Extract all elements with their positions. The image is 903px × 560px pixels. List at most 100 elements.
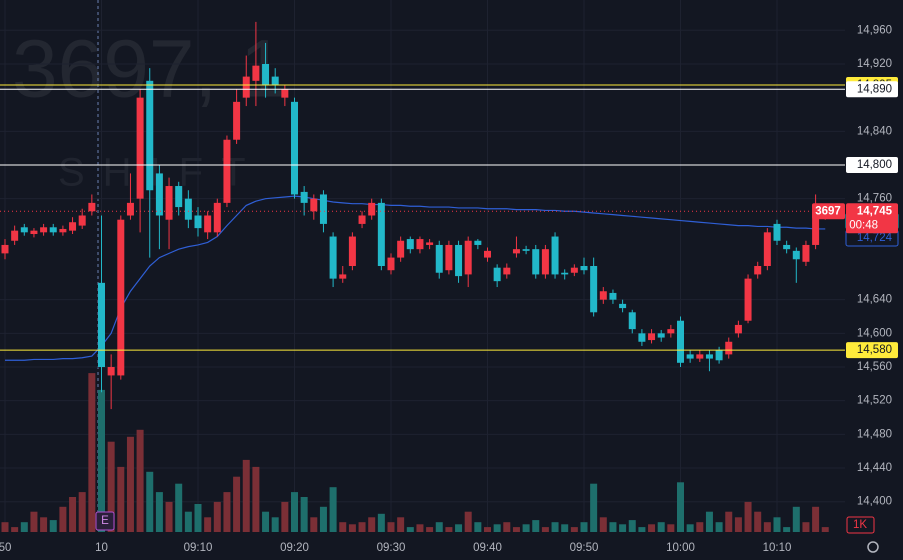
volume-bar (696, 522, 704, 532)
volume-bar (204, 517, 212, 532)
volume-bar (474, 522, 482, 532)
last-price-label: 14,745 (857, 205, 893, 217)
volume-bar (812, 506, 820, 532)
candle-body (165, 186, 173, 220)
candle-body (599, 291, 607, 300)
candle-body (705, 354, 713, 359)
candle-body (329, 236, 337, 279)
level-tag (846, 81, 898, 98)
volume-bar (522, 524, 530, 532)
candle-body (522, 249, 530, 251)
candle-body (792, 250, 800, 260)
volume-bar (821, 527, 829, 532)
last-price-tag (846, 203, 898, 234)
y-tick-label: 14,600 (857, 327, 892, 339)
y-tick-label: 14,520 (857, 395, 892, 407)
candle-body (435, 244, 443, 273)
candle-body (783, 244, 791, 250)
volume-bar (107, 441, 115, 532)
candle-body (619, 303, 627, 309)
candle-body (262, 63, 270, 86)
candle-body (155, 173, 163, 216)
settings-icon-ring[interactable] (867, 541, 879, 553)
candle-body (763, 232, 771, 266)
volume-bar (783, 527, 791, 532)
volume-bar (628, 520, 636, 532)
volume-bar (40, 517, 48, 532)
volume-bar (705, 511, 713, 532)
x-tick-label: 09:10 (184, 542, 213, 554)
candle-body (281, 89, 289, 98)
candle-body (609, 292, 617, 300)
candle-body (20, 227, 28, 233)
volume-bar (406, 527, 414, 532)
candle-body (107, 367, 115, 376)
candle-body (339, 274, 347, 279)
candle-body (319, 194, 327, 224)
ticker-tag (812, 203, 845, 220)
candle-body (812, 211, 820, 245)
candle-body (223, 139, 231, 203)
x-tick-label: 09:30 (377, 542, 406, 554)
candle-body (98, 282, 105, 368)
settings-icon[interactable] (867, 541, 879, 553)
candle-body (358, 215, 366, 224)
level-label: 14,580 (857, 344, 892, 356)
volume-bar (11, 527, 19, 532)
y-tick-label: 14,920 (857, 58, 892, 70)
volume-bar (387, 522, 395, 532)
candle-body (541, 249, 549, 275)
volume-bar (300, 497, 308, 532)
volume-bar (725, 511, 733, 532)
candle-body (69, 222, 77, 231)
volume-bar (493, 524, 501, 532)
candle-body (590, 266, 598, 313)
volume-bar (512, 527, 520, 532)
volume-bar (368, 517, 376, 532)
level-tag (846, 156, 898, 173)
volume-bar (213, 501, 221, 532)
volume-bar (329, 487, 337, 532)
candle-body (416, 239, 424, 250)
vwap-line (5, 195, 826, 361)
candle-body (271, 76, 279, 86)
volume-bar (599, 517, 607, 532)
candle-body (175, 186, 183, 208)
y-tick-label: 14,480 (857, 428, 892, 440)
volume-bar (532, 520, 540, 532)
level-label: 14,800 (857, 159, 892, 171)
candle-body (754, 266, 762, 275)
candle-body (40, 227, 48, 233)
volume-bar (358, 522, 366, 532)
volume-bar (146, 471, 154, 532)
volume-bar (117, 466, 125, 532)
volume-bar (638, 527, 646, 532)
volume-bar (348, 524, 356, 532)
candle-body (696, 354, 704, 359)
candle-body (406, 239, 414, 250)
volume-bar (570, 527, 578, 532)
candle-body (126, 202, 134, 216)
event-marker: E (101, 515, 109, 527)
volume-bar (88, 373, 96, 532)
volume-bar (78, 492, 86, 532)
candle-body (377, 202, 385, 266)
volume-bar (136, 429, 144, 532)
candle-body (49, 227, 57, 233)
volume-bar (754, 511, 762, 532)
volume-bar (590, 483, 598, 532)
x-tick-label: 10 (95, 542, 108, 554)
candle-body (734, 324, 742, 334)
candle-body (233, 101, 241, 140)
volume-bar (291, 492, 298, 532)
candle-body (725, 341, 733, 355)
volume-bar (126, 436, 134, 532)
candle-body (426, 242, 434, 245)
candle-body (445, 244, 453, 271)
level-label: 14,890 (857, 83, 892, 95)
candle-body (455, 244, 463, 277)
volume-bar (233, 476, 241, 532)
candle-body (252, 65, 260, 81)
volume-bar (744, 501, 752, 532)
volume-bar (310, 517, 318, 532)
